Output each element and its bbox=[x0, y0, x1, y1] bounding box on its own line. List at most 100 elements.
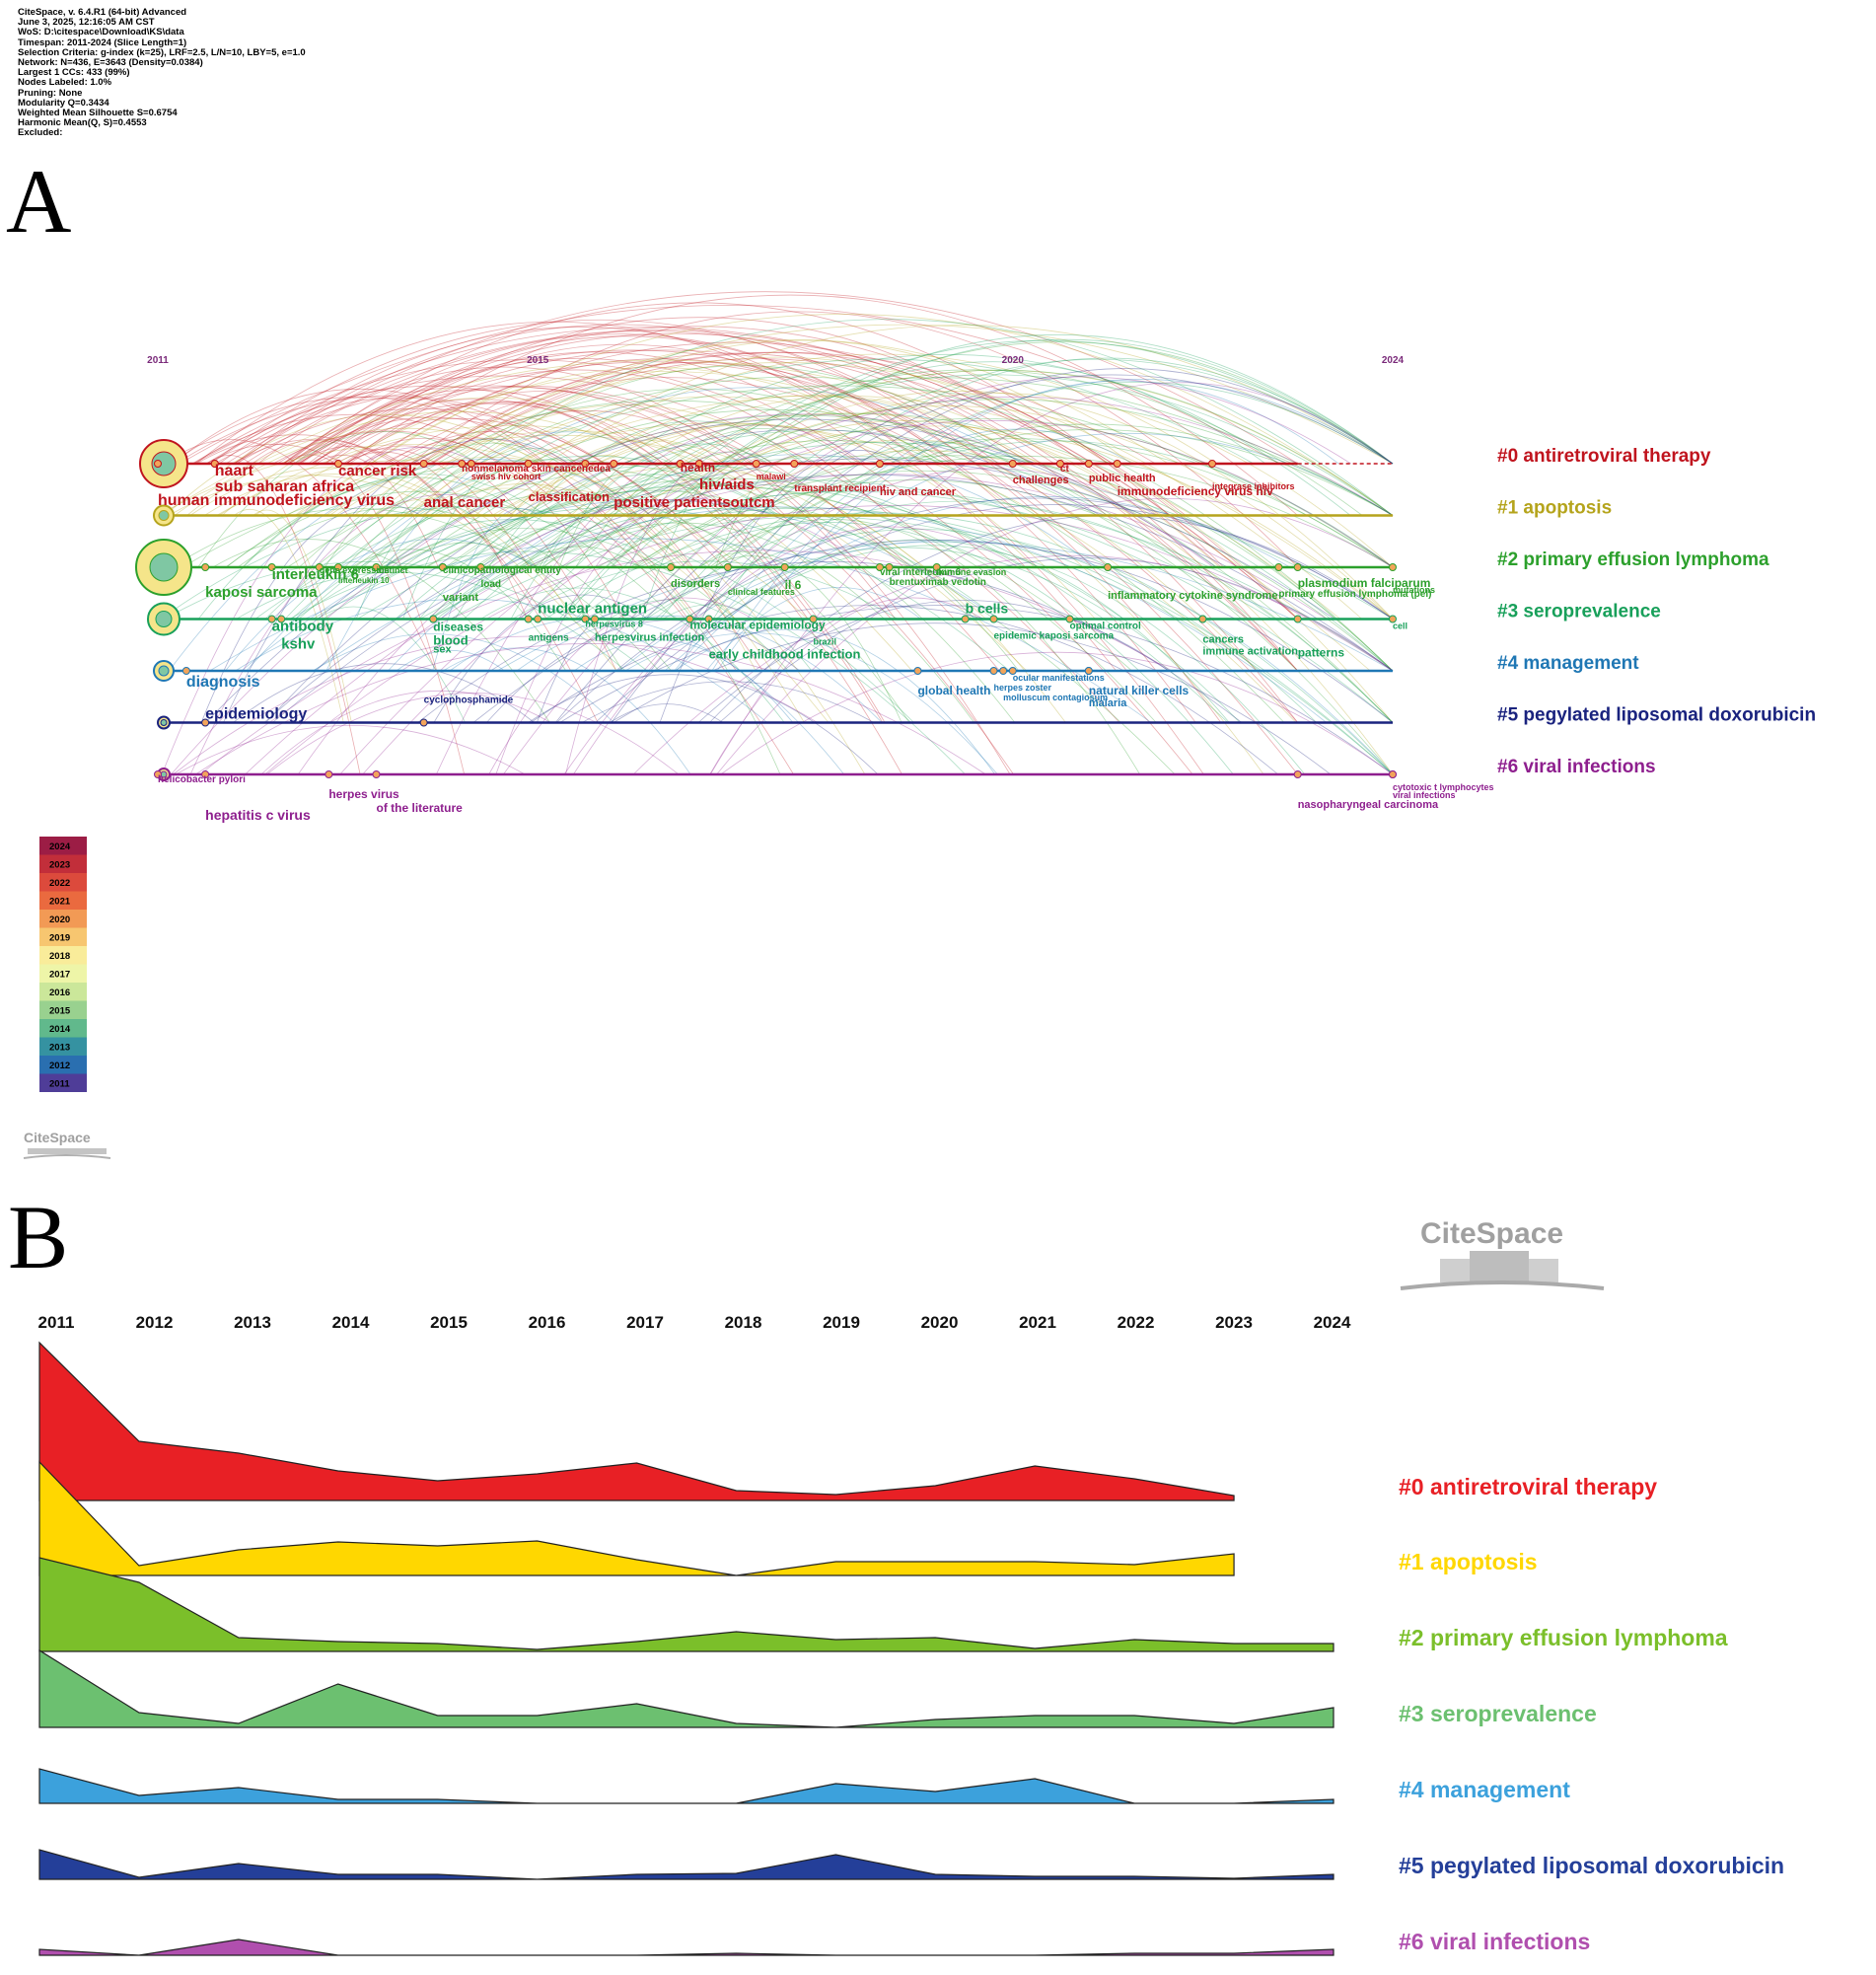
cluster-term: blood bbox=[433, 633, 468, 648]
citation-arc bbox=[328, 402, 884, 723]
cluster-term: classification bbox=[529, 489, 610, 504]
citation-arc bbox=[575, 428, 854, 568]
meta-line: Harmonic Mean(Q, S)=0.4553 bbox=[18, 117, 147, 129]
cluster-term: cancer risk bbox=[338, 463, 417, 479]
citation-arc bbox=[495, 497, 746, 775]
citation-arc bbox=[675, 628, 996, 775]
citation-arc bbox=[412, 351, 1156, 465]
panel-b-label: B bbox=[8, 1187, 69, 1287]
citation-arc bbox=[542, 369, 1394, 568]
legend-year: 2021 bbox=[49, 897, 71, 908]
citation-arc bbox=[233, 663, 535, 723]
citation-arc bbox=[575, 338, 1394, 620]
meta-line: Pruning: None bbox=[18, 87, 83, 99]
cluster-term: early childhood infection bbox=[709, 647, 861, 662]
citation-arc bbox=[289, 550, 966, 775]
citation-arc bbox=[287, 332, 1298, 672]
citation-arc bbox=[632, 554, 1394, 775]
term-node bbox=[1389, 615, 1397, 623]
citation-arc bbox=[325, 369, 890, 516]
citation-arc bbox=[282, 389, 809, 620]
citation-arc bbox=[698, 381, 1394, 620]
citation-arc bbox=[160, 506, 914, 723]
legend-swatch bbox=[39, 964, 87, 983]
citation-arc bbox=[173, 635, 818, 775]
term-node bbox=[467, 460, 475, 468]
legend-swatch bbox=[39, 1056, 87, 1074]
cluster-term: interleukin 6 bbox=[272, 566, 359, 583]
citation-arc bbox=[395, 429, 1109, 620]
term-node bbox=[210, 460, 219, 468]
cluster-node bbox=[158, 510, 170, 521]
cluster-term: variant bbox=[443, 592, 478, 604]
citation-arc bbox=[214, 385, 912, 568]
term-node bbox=[524, 460, 533, 468]
legend-year: 2016 bbox=[49, 988, 70, 998]
citation-arc bbox=[313, 386, 786, 516]
citation-arc bbox=[443, 647, 691, 775]
term-node bbox=[476, 563, 485, 571]
cluster-nodes bbox=[135, 439, 1397, 781]
landscape-area bbox=[38, 1768, 1335, 1804]
legend-year: 2018 bbox=[49, 951, 70, 962]
citation-arc bbox=[293, 357, 862, 465]
term-node bbox=[1389, 770, 1397, 778]
term-node bbox=[610, 460, 618, 468]
citation-arc bbox=[472, 539, 1394, 723]
panel-a-label: A bbox=[6, 151, 72, 252]
cluster-term: brentuximab vedotin bbox=[890, 577, 986, 588]
citation-arc bbox=[355, 504, 472, 620]
citation-arc bbox=[313, 633, 614, 723]
citation-arc bbox=[544, 512, 1394, 775]
citation-arc bbox=[164, 560, 648, 672]
cluster-label: #2 primary effusion lymphoma bbox=[1497, 549, 1769, 570]
citation-arc bbox=[602, 370, 1394, 516]
citation-arc bbox=[362, 420, 1394, 775]
cluster-term: antigens bbox=[529, 633, 570, 644]
citation-arc bbox=[581, 681, 875, 723]
citation-arc bbox=[712, 441, 1012, 620]
cluster-term: epidemiology bbox=[205, 706, 307, 723]
citation-arc bbox=[237, 507, 672, 672]
cluster-node bbox=[160, 719, 168, 726]
cluster-lines bbox=[158, 462, 1393, 776]
citation-arc bbox=[512, 560, 899, 620]
term-node bbox=[524, 615, 533, 623]
citation-arc bbox=[197, 431, 477, 568]
citation-arc bbox=[354, 409, 1253, 620]
cluster-term: nuclear antigen bbox=[538, 601, 647, 618]
citation-arc bbox=[698, 551, 797, 568]
landscape-year-label: 2018 bbox=[725, 1313, 762, 1332]
landscape-year-label: 2023 bbox=[1215, 1313, 1253, 1332]
citation-arc bbox=[300, 399, 902, 775]
citation-arc bbox=[429, 410, 897, 620]
landscape-year-label: 2020 bbox=[921, 1313, 959, 1332]
citation-arc bbox=[707, 450, 1394, 775]
citation-arc bbox=[530, 605, 1279, 775]
meta-line: Excluded: bbox=[18, 127, 63, 139]
legend-swatch bbox=[39, 927, 87, 946]
citation-arc bbox=[558, 361, 1266, 620]
logo-swoosh-icon bbox=[1400, 1280, 1605, 1290]
cluster-term: brazil bbox=[814, 637, 837, 647]
citation-arc bbox=[207, 455, 361, 775]
citation-arc bbox=[611, 341, 1394, 568]
citation-arc bbox=[388, 454, 1097, 672]
legend-year: 2012 bbox=[49, 1061, 70, 1071]
cluster-term: challenges bbox=[1013, 475, 1069, 486]
citation-arc bbox=[659, 450, 902, 723]
term-node bbox=[1008, 460, 1017, 468]
citation-arc bbox=[373, 356, 1394, 723]
citation-arc bbox=[403, 396, 1264, 775]
cluster-term: kshv bbox=[281, 636, 316, 653]
citation-arc bbox=[709, 382, 1394, 775]
citation-arc bbox=[291, 519, 668, 620]
legend-year: 2022 bbox=[49, 878, 70, 889]
term-node bbox=[267, 563, 276, 571]
term-node bbox=[999, 667, 1008, 675]
citation-arc bbox=[172, 388, 689, 620]
citation-arc bbox=[344, 451, 529, 620]
landscape-label: #2 primary effusion lymphoma bbox=[1399, 1625, 1728, 1650]
cluster-term: optimal control bbox=[1070, 622, 1141, 632]
legend-year: 2019 bbox=[49, 933, 70, 944]
